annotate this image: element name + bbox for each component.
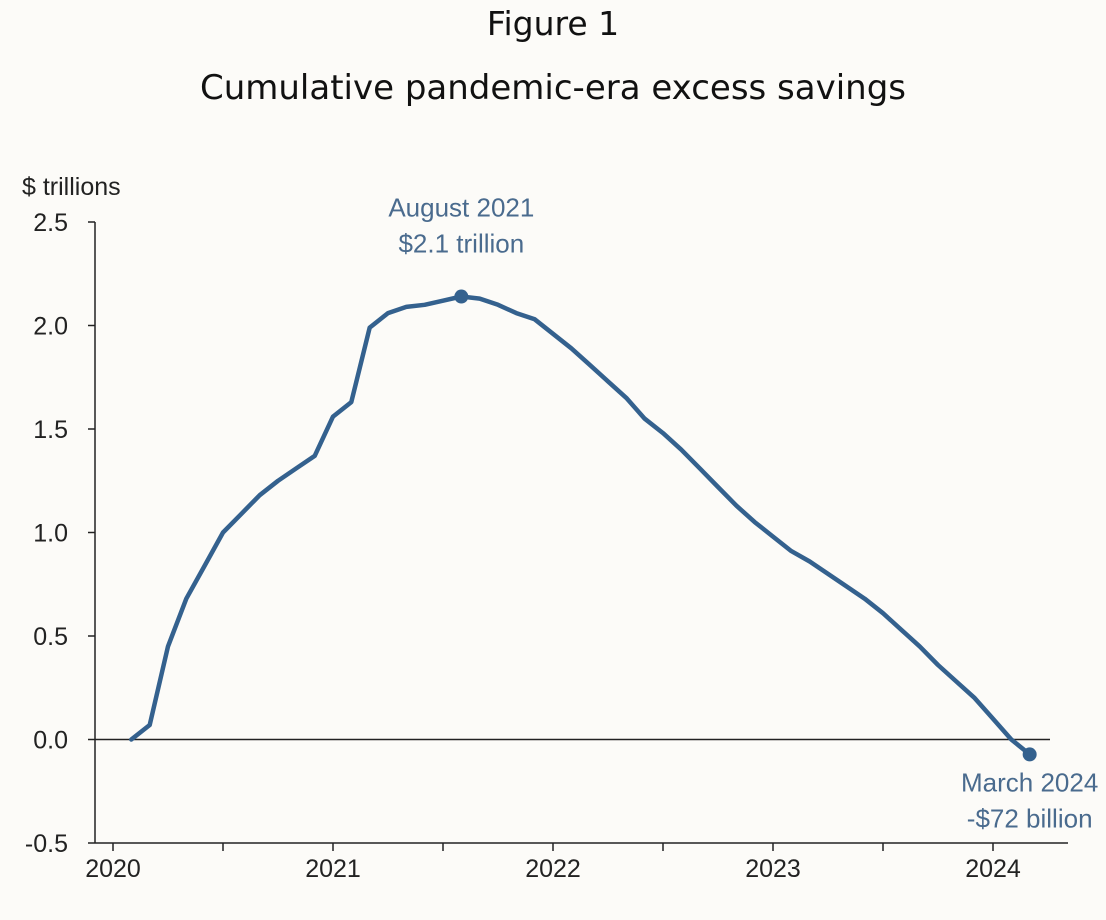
annotation-label: August 2021 xyxy=(388,193,534,223)
y-tick-label: 1.5 xyxy=(33,416,68,444)
y-axis-label: $ trillions xyxy=(22,173,121,201)
y-tick-label: 0.5 xyxy=(33,623,68,651)
x-tick-label: 2024 xyxy=(965,855,1021,883)
y-tick-label: 2.0 xyxy=(33,313,68,341)
annotation-label: -$72 billion xyxy=(967,803,1093,833)
figure-label: Figure 1 xyxy=(486,4,620,43)
annotation-label: $2.1 trillion xyxy=(398,229,524,259)
x-tick-label: 2023 xyxy=(745,855,801,883)
series-line xyxy=(129,294,1032,757)
y-tick-label: -0.5 xyxy=(25,830,68,858)
y-tick-label: 1.0 xyxy=(33,520,68,548)
x-tick-label: 2020 xyxy=(85,855,141,883)
end-marker xyxy=(1022,747,1037,762)
y-tick-label: 2.5 xyxy=(33,209,68,237)
chart-title: Cumulative pandemic-era excess savings xyxy=(199,68,907,108)
x-tick-label: 2021 xyxy=(305,855,361,883)
y-tick-label: 0.0 xyxy=(33,727,68,755)
annotation-label: March 2024 xyxy=(961,767,1098,797)
peak-marker xyxy=(454,289,469,304)
x-tick-label: 2022 xyxy=(525,855,581,883)
